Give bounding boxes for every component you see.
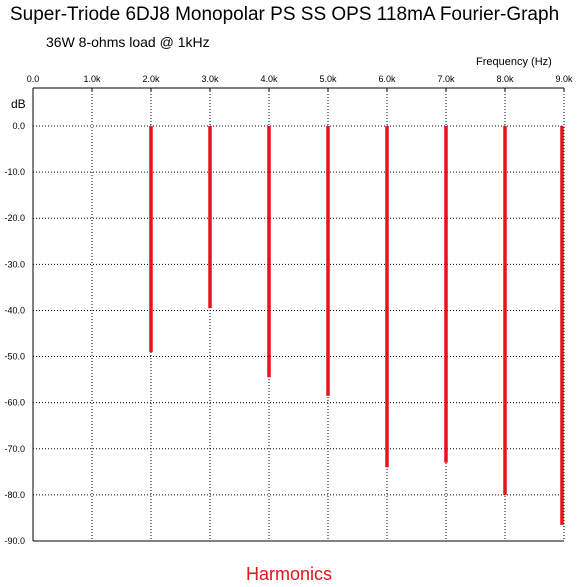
x-tick-label: 1.0k: [83, 74, 101, 84]
x-tick-label: 6.0k: [378, 74, 396, 84]
grid-layer: [32, 87, 565, 542]
y-tick-label: -80.0: [4, 490, 25, 500]
x-tick-label: 0.0: [27, 74, 40, 84]
chart-title: Super-Triode 6DJ8 Monopolar PS SS OPS 11…: [10, 4, 560, 25]
y-axis-label: dB: [11, 97, 26, 111]
bar-layer: [149, 126, 564, 525]
y-tick-label: -90.0: [4, 536, 25, 546]
y-tick-label: -20.0: [4, 213, 25, 223]
y-tick-layer: 0.0 -10.0 -20.0 -30.0 -40.0 -50.0 -60.0 -70.0 -8…: [4, 121, 25, 546]
y-tick-label: -10.0: [4, 167, 25, 177]
x-tick-label: 7.0k: [437, 74, 455, 84]
y-tick-label: -70.0: [4, 444, 25, 454]
x-tick-label: 9.0k: [555, 74, 573, 84]
y-tick-label: -40.0: [4, 305, 25, 315]
x-tick-label: 2.0k: [142, 74, 160, 84]
harmonics-caption: Harmonics: [245, 564, 333, 584]
y-tick-label: -60.0: [4, 398, 25, 408]
x-axis-label: Frequency (Hz): [476, 56, 552, 68]
x-tick-label: 4.0k: [260, 74, 278, 84]
x-tick-label: 5.0k: [319, 74, 337, 84]
y-tick-label: -30.0: [4, 259, 25, 269]
x-tick-layer: 0.0 1.0k 2.0k 3.0k 4.0k 5.0k 6.0k 7.0k 8.0k 9.0k: [27, 74, 573, 84]
chart-subtitle: 36W 8-ohms load @ 1kHz: [46, 34, 210, 50]
y-tick-label: -50.0: [4, 352, 25, 362]
x-tick-label: 8.0k: [496, 74, 514, 84]
x-tick-label: 3.0k: [201, 74, 219, 84]
y-tick-label: 0.0: [12, 121, 25, 131]
